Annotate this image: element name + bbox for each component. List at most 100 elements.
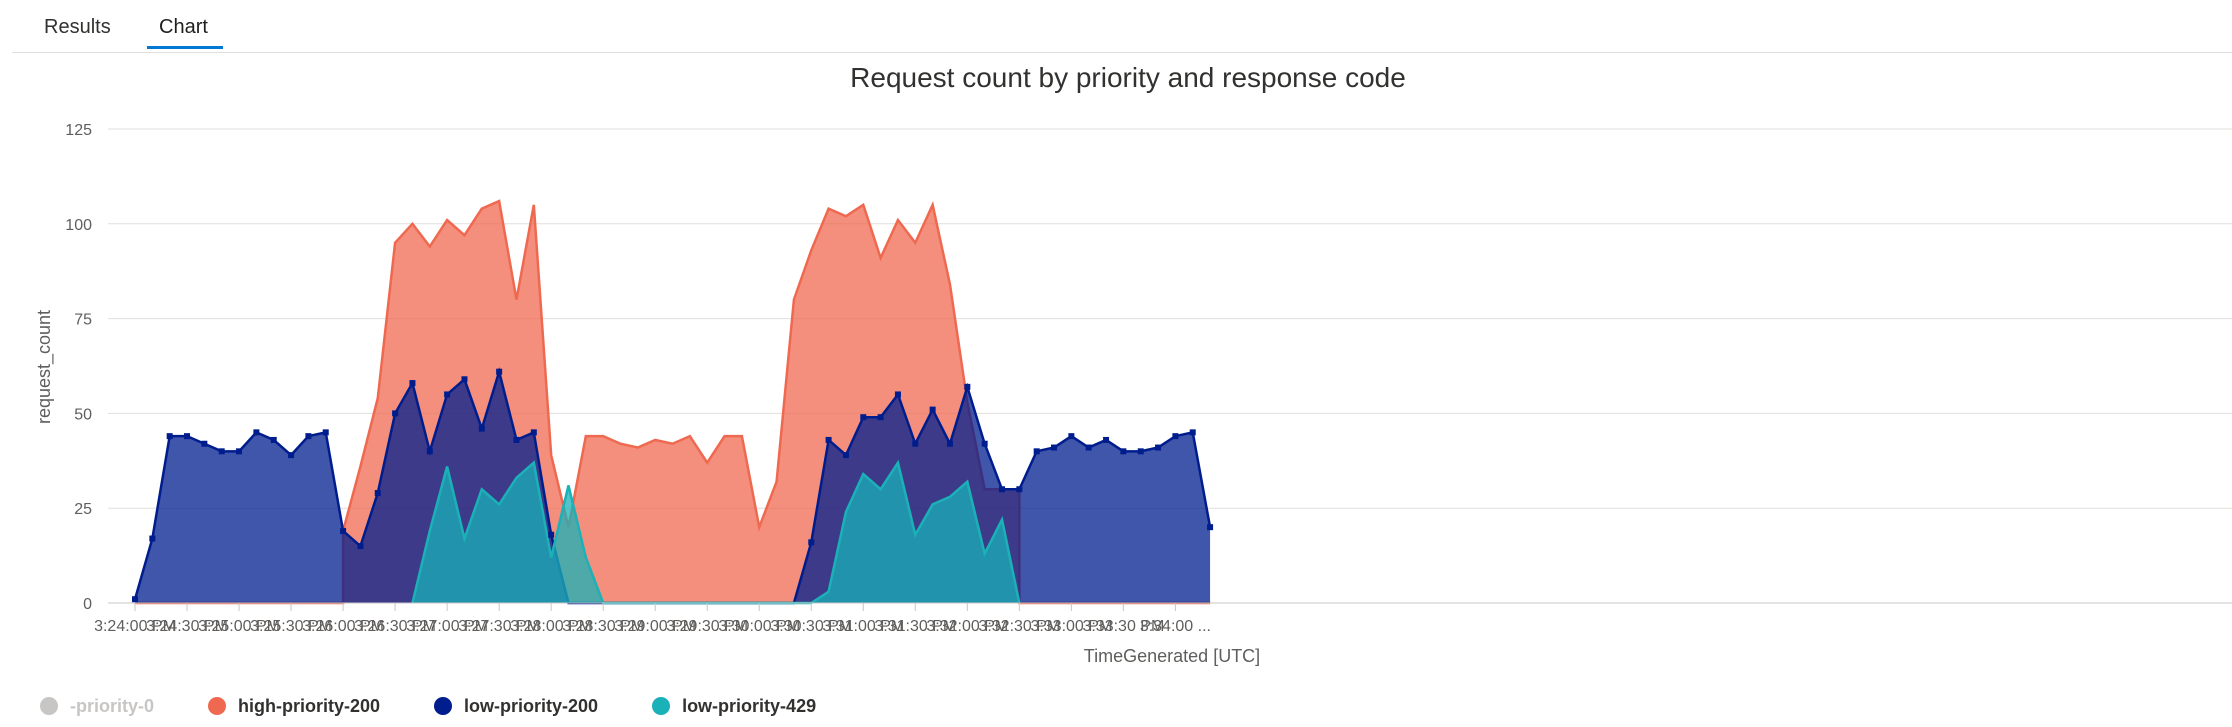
point-low-priority-200[interactable] [166,433,173,440]
point-low-priority-200[interactable] [1120,448,1127,455]
y-tick-label: 125 [65,122,92,139]
point-low-priority-200[interactable] [340,527,347,534]
point-low-priority-200[interactable] [1155,444,1162,451]
legend-item-low-priority-200[interactable]: low-priority-200 [434,694,598,718]
point-low-priority-200[interactable] [288,452,295,459]
point-low-priority-200[interactable] [149,535,156,542]
point-low-priority-200[interactable] [357,543,364,550]
legend-item-high-priority-200[interactable]: high-priority-200 [208,694,380,718]
point-low-priority-200[interactable] [374,490,381,497]
point-low-priority-200[interactable] [184,433,191,440]
point-low-priority-200[interactable] [201,440,208,447]
point-low-priority-200[interactable] [1189,429,1196,436]
x-tick-label: 3:29:30 PM [666,618,748,635]
point-low-priority-200[interactable] [236,448,243,455]
tab-bar: Results Chart [12,0,2232,53]
legend-swatch [652,697,671,715]
x-tick-label: 3:34:00 ... [1140,618,1211,635]
x-tick-label: 3:31:30 PM [874,618,956,635]
x-tick-label: 3:33:00 PM [1030,618,1112,635]
y-axis-title: request_count [34,310,55,424]
line-high-priority-200 [135,199,1211,605]
x-tick-label: 3:32:00 PM [926,618,1008,635]
tab-results[interactable]: Results [44,16,111,38]
point-low-priority-200[interactable] [496,368,503,375]
point-low-priority-200[interactable] [132,596,138,603]
x-tick-label: 3:26:30 PM [354,618,436,635]
x-tick-label: 3:30:30 PM [770,618,852,635]
y-tick-label: 50 [74,406,92,423]
legend-label: low-priority-429 [682,695,817,716]
chart-title: Request count by priority and response c… [850,62,1406,93]
chart-legend: -priority-0 high-priority-200 low-priority… [40,694,870,718]
active-tab-indicator [147,46,223,49]
axes: 0 25 50 75 100 125 3:24:00 PM3:24:30 PM3:25:00… [65,122,2232,635]
point-low-priority-200[interactable] [877,414,884,421]
point-low-priority-200[interactable] [461,376,468,383]
series-markers [132,368,1214,603]
legend-swatch [40,697,58,715]
tab-chart[interactable]: Chart [159,16,208,38]
point-low-priority-200[interactable] [426,448,433,455]
point-low-priority-200[interactable] [1085,444,1092,451]
x-tick-label: 3:30:00 PM [718,618,800,635]
point-low-priority-200[interactable] [218,448,225,455]
x-tick-label: 3:27:00 PM [406,618,488,635]
area-chart: Request count by priority and response c… [34,62,2232,666]
legend-label: low-priority-200 [464,695,599,716]
x-tick-label: 3:26:00 PM [302,618,384,635]
point-low-priority-200[interactable] [999,486,1005,493]
x-tick-label: 3:27:30 PM [458,618,540,635]
point-low-priority-200[interactable] [1137,448,1144,455]
point-low-priority-200[interactable] [825,436,832,443]
y-tick-label: 25 [74,501,92,518]
point-low-priority-200[interactable] [409,380,416,387]
point-low-priority-200[interactable] [1068,433,1075,440]
x-tick-label: 3:28:30 PM [562,618,644,635]
point-low-priority-200[interactable] [842,452,849,459]
x-tick-label: 3:31:00 PM [822,618,904,635]
x-tick-label: 3:29:00 PM [614,618,696,635]
point-low-priority-200[interactable] [912,440,919,447]
x-axis-title: TimeGenerated [UTC] [1084,646,1260,666]
point-low-priority-200[interactable] [860,414,867,421]
point-low-priority-200[interactable] [478,425,485,432]
point-low-priority-200[interactable] [1207,524,1214,531]
point-low-priority-200[interactable] [981,440,988,447]
x-tick-label: 3:32:30 PM [978,618,1060,635]
y-tick-label: 75 [74,312,92,329]
legend-label: high-priority-200 [238,695,381,716]
point-low-priority-200[interactable] [946,440,953,447]
point-low-priority-200[interactable] [894,391,901,398]
x-tick-label: 3:25:30 PM [250,618,332,635]
point-low-priority-200[interactable] [513,436,520,443]
point-low-priority-200[interactable] [548,531,555,538]
legend-label: -priority-0 [70,695,155,716]
y-tick-label: 100 [65,217,92,234]
point-low-priority-200[interactable] [270,436,277,443]
area-low-priority-429 [412,462,1020,603]
point-low-priority-200[interactable] [253,429,260,436]
point-low-priority-200[interactable] [1051,444,1058,451]
point-low-priority-200[interactable] [1016,486,1023,493]
legend-item-priority-0[interactable]: -priority-0 [40,694,154,718]
point-low-priority-200[interactable] [392,410,399,417]
point-low-priority-200[interactable] [808,539,815,546]
point-low-priority-200[interactable] [1172,433,1179,440]
point-low-priority-200[interactable] [305,433,312,440]
x-tick-label: 3:33:30 PM [1082,618,1164,635]
point-low-priority-200[interactable] [929,406,936,413]
legend-swatch [434,697,453,715]
legend-swatch [208,697,227,715]
point-low-priority-200[interactable] [530,429,537,436]
series-areas [133,199,1212,605]
x-tick-label: 3:28:00 PM [510,618,592,635]
point-low-priority-200[interactable] [322,429,329,436]
x-tick-label: 3:24:00 PM [94,618,176,635]
legend-item-low-priority-429[interactable]: low-priority-429 [652,694,816,718]
point-low-priority-200[interactable] [444,391,451,398]
point-low-priority-200[interactable] [1033,448,1040,455]
x-tick-label: 3:25:00 PM [198,618,280,635]
point-low-priority-200[interactable] [964,383,971,390]
point-low-priority-200[interactable] [1103,436,1110,443]
